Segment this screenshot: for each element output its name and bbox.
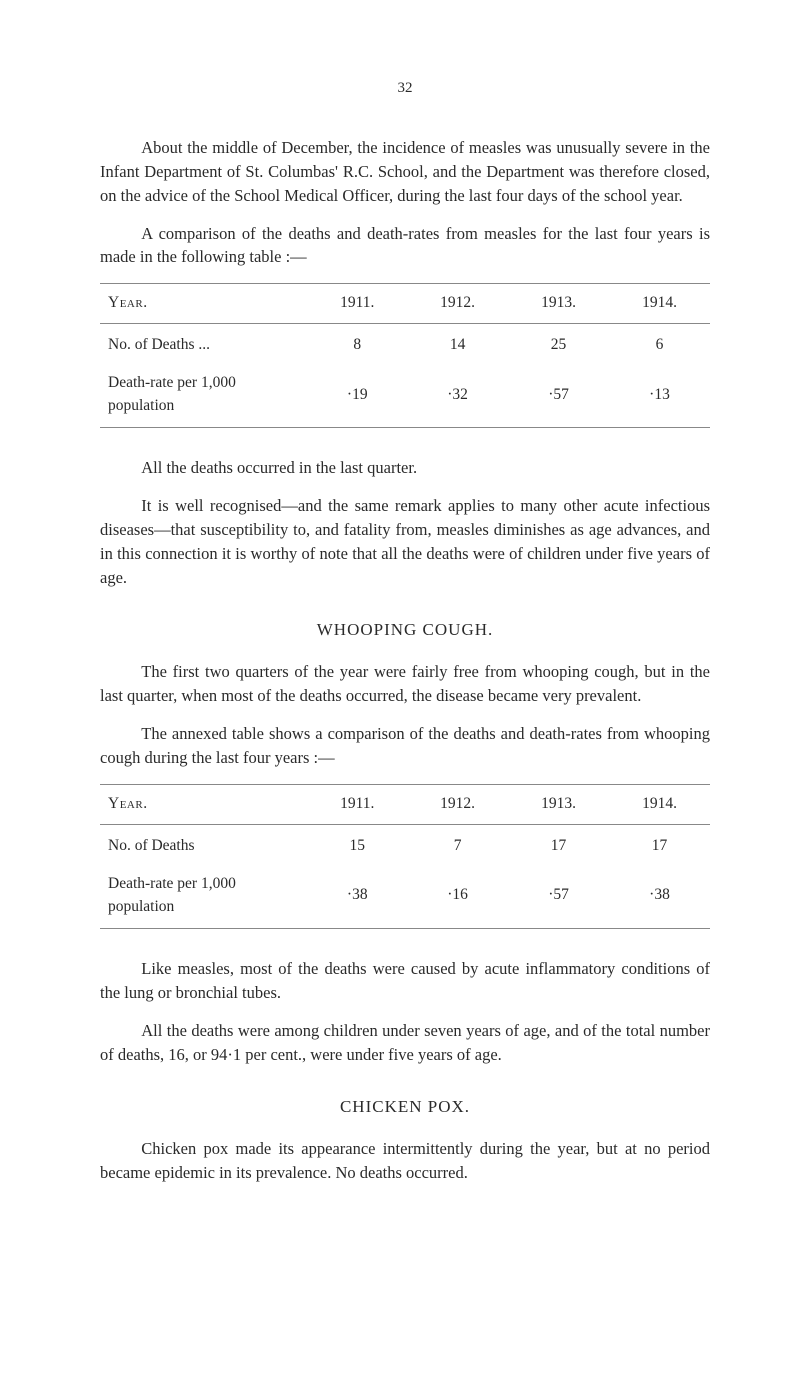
- paragraph-whooping-ages: All the deaths were among children under…: [100, 1019, 710, 1067]
- row-label-deaths: No. of Deaths: [100, 824, 307, 865]
- cell-value: 7: [407, 824, 508, 865]
- paragraph-chicken-pox: Chicken pox made its appearance intermit…: [100, 1137, 710, 1185]
- cell-value: ·38: [609, 865, 710, 928]
- table-header-1913: 1913.: [508, 785, 609, 824]
- page-number: 32: [100, 78, 710, 100]
- cell-value: ·57: [508, 865, 609, 928]
- table-whooping-cough: Year. 1911. 1912. 1913. 1914. No. of Dea…: [100, 784, 710, 929]
- row-label-death-rate: Death-rate per 1,000 population: [100, 364, 307, 427]
- heading-chicken-pox: CHICKEN POX.: [100, 1095, 710, 1120]
- table-row: Death-rate per 1,000 population ·38 ·16 …: [100, 865, 710, 928]
- paragraph-measles-comparison-intro: A comparison of the deaths and death-rat…: [100, 222, 710, 270]
- paragraph-whooping-table-intro: The annexed table shows a comparison of …: [100, 722, 710, 770]
- table-row: No. of Deaths 15 7 17 17: [100, 824, 710, 865]
- paragraph-all-deaths-quarter: All the deaths occurred in the last quar…: [100, 456, 710, 480]
- cell-value: 25: [508, 323, 609, 364]
- paragraph-measles-incidence: About the middle of December, the incide…: [100, 136, 710, 208]
- cell-value: 15: [307, 824, 407, 865]
- heading-whooping-cough: WHOOPING COUGH.: [100, 618, 710, 643]
- cell-value: 17: [609, 824, 710, 865]
- document-page: 32 About the middle of December, the inc…: [0, 0, 800, 1279]
- cell-value: ·38: [307, 865, 407, 928]
- table-header-1911: 1911.: [307, 284, 407, 323]
- table-row: No. of Deaths ... 8 14 25 6: [100, 323, 710, 364]
- cell-value: 6: [609, 323, 710, 364]
- cell-value: 8: [307, 323, 407, 364]
- table-header-1912: 1912.: [407, 284, 508, 323]
- table-header-1913: 1913.: [508, 284, 609, 323]
- cell-value: ·16: [407, 865, 508, 928]
- paragraph-measles-susceptibility: It is well recognised—and the same remar…: [100, 494, 710, 590]
- paragraph-whooping-causes: Like measles, most of the deaths were ca…: [100, 957, 710, 1005]
- table-header-1912: 1912.: [407, 785, 508, 824]
- row-label-death-rate: Death-rate per 1,000 population: [100, 865, 307, 928]
- row-label-deaths: No. of Deaths ...: [100, 323, 307, 364]
- table-row: Death-rate per 1,000 population ·19 ·32 …: [100, 364, 710, 427]
- cell-value: ·57: [508, 364, 609, 427]
- paragraph-whooping-quarters: The first two quarters of the year were …: [100, 660, 710, 708]
- cell-value: 14: [407, 323, 508, 364]
- table-measles: Year. 1911. 1912. 1913. 1914. No. of Dea…: [100, 283, 710, 428]
- cell-value: ·13: [609, 364, 710, 427]
- table-header-1914: 1914.: [609, 284, 710, 323]
- table-header-1911: 1911.: [307, 785, 407, 824]
- cell-value: ·32: [407, 364, 508, 427]
- cell-value: 17: [508, 824, 609, 865]
- cell-value: ·19: [307, 364, 407, 427]
- table-header-year: Year.: [100, 284, 307, 323]
- table-header-year: Year.: [100, 785, 307, 824]
- table-header-1914: 1914.: [609, 785, 710, 824]
